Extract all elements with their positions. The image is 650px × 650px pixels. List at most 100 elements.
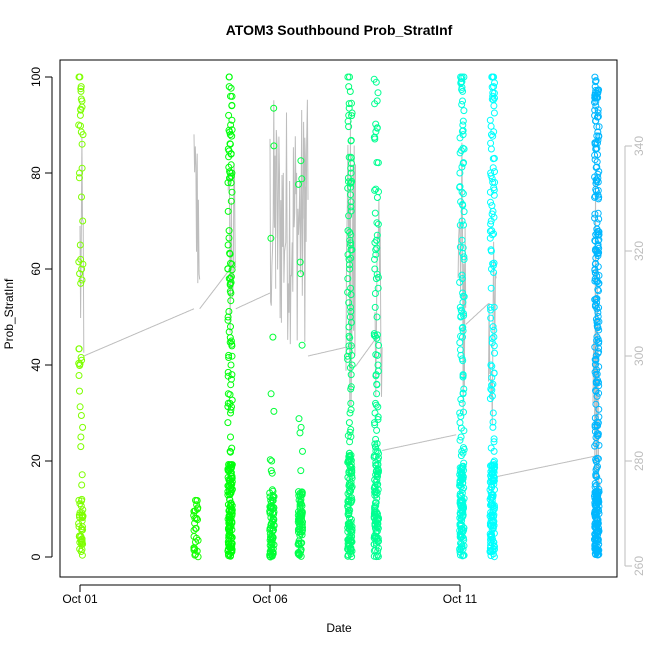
data-point [488, 526, 496, 534]
data-point [490, 342, 498, 350]
data-point [268, 486, 276, 494]
x-tick-label: Oct 11 [443, 592, 478, 606]
data-point [593, 90, 601, 98]
data-point [77, 443, 85, 451]
data-point [591, 193, 599, 201]
data-point [487, 172, 495, 180]
y2-tick-label: 340 [632, 136, 646, 156]
data-point [490, 73, 498, 81]
data-point [347, 385, 355, 393]
data-point [78, 356, 86, 364]
data-point [489, 132, 497, 140]
data-point [456, 479, 464, 487]
data-point [295, 539, 303, 547]
data-point [266, 456, 274, 464]
data-point [226, 464, 234, 472]
data-point [374, 403, 382, 411]
data-point [77, 412, 85, 419]
data-point [594, 309, 602, 316]
line-segment [345, 120, 356, 406]
data-point [371, 409, 379, 417]
line-segment [193, 134, 201, 284]
data-point [373, 351, 381, 359]
data-point [78, 265, 86, 273]
data-point [372, 251, 380, 259]
data-point [486, 544, 494, 552]
data-point [224, 179, 232, 187]
data-point [347, 460, 355, 468]
data-point [491, 178, 499, 186]
data-point [459, 87, 467, 95]
data-point [345, 104, 353, 112]
data-point [370, 534, 378, 542]
data-point [190, 507, 198, 515]
data-point [459, 117, 467, 125]
data-point [346, 313, 354, 321]
data-point [456, 243, 464, 251]
data-point [459, 371, 467, 379]
data-point [347, 198, 355, 206]
data-point [593, 123, 601, 131]
data-point [345, 255, 353, 263]
data-point [227, 273, 235, 281]
data-point [594, 286, 602, 294]
data-point [592, 520, 600, 528]
data-point [457, 332, 465, 340]
data-point [297, 270, 305, 278]
data-point [79, 131, 87, 139]
data-point [348, 112, 356, 120]
data-point [373, 331, 381, 339]
data-point [490, 435, 498, 443]
data-point [78, 517, 86, 525]
data-point [227, 84, 235, 92]
data-point [592, 471, 600, 478]
data-point [344, 521, 352, 529]
data-point [76, 241, 84, 249]
data-point [228, 518, 236, 526]
data-point [595, 389, 603, 397]
data-point [78, 546, 86, 553]
data-point [370, 484, 378, 492]
data-point [224, 145, 232, 153]
data-point [591, 210, 599, 218]
data-point [346, 265, 354, 273]
data-point [77, 87, 85, 95]
data-point [459, 373, 467, 381]
data-point [347, 164, 355, 172]
data-point [348, 351, 356, 359]
data-point [373, 124, 381, 132]
data-point [227, 92, 234, 100]
data-point [591, 343, 599, 351]
data-point [595, 339, 603, 347]
data-point [226, 249, 234, 257]
data-point [76, 403, 84, 411]
data-point [489, 260, 497, 268]
data-point [372, 371, 380, 379]
data-point [490, 303, 498, 311]
data-point [592, 145, 600, 152]
data-point [594, 432, 602, 439]
data-point [347, 371, 355, 379]
data-point [297, 423, 305, 431]
data-point [372, 453, 380, 461]
data-point [373, 97, 381, 105]
data-point [227, 489, 235, 497]
data-point [226, 399, 234, 407]
data-point [591, 98, 598, 106]
data-point [372, 435, 380, 443]
data-point [224, 473, 232, 481]
data-point [228, 116, 236, 124]
data-point [458, 271, 466, 279]
data-point [224, 515, 232, 523]
data-point [595, 195, 602, 203]
data-point [593, 521, 601, 529]
data-point [593, 547, 601, 554]
data-point [591, 368, 599, 376]
data-point [487, 552, 495, 560]
data-point [491, 349, 498, 357]
data-point [489, 409, 497, 417]
data-point [347, 303, 354, 311]
data-point [190, 544, 198, 552]
y2-tick-label: 320 [632, 241, 646, 261]
data-point [297, 157, 305, 165]
